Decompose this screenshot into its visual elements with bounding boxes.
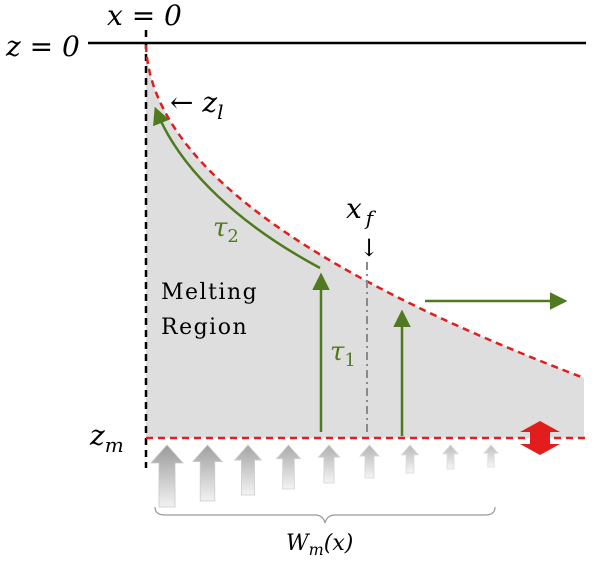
x0-label: x = 0 [107, 0, 182, 32]
xf-arrow: ↓ [359, 234, 379, 262]
melting-region-fill [146, 45, 584, 438]
upper-boundary-curve [144, 44, 585, 380]
upwelling-arrow [482, 444, 500, 468]
upwelling-arrow [400, 444, 420, 474]
upwelling-arrow [233, 444, 263, 496]
upwelling-arrows [150, 444, 500, 508]
region-label-line1: Melting [161, 280, 258, 305]
upwelling-arrow [191, 444, 224, 502]
upwelling-arrow [359, 444, 380, 479]
zl-label: ← zl [170, 86, 224, 124]
wm-label: Wm(x) [286, 531, 353, 559]
upwelling-arrow [275, 444, 302, 490]
zm-label: zm [89, 419, 124, 457]
tau1-label: τ1 [330, 337, 356, 371]
wm-brace [154, 506, 496, 524]
upwelling-arrow [317, 444, 341, 484]
z0-label: z = 0 [5, 30, 80, 63]
region-label-line2: Region [161, 315, 248, 340]
tau2-flow-arrow [153, 106, 321, 270]
upwelling-arrow [150, 444, 184, 508]
tau2-label: τ2 [213, 213, 239, 247]
upwelling-arrow [441, 444, 460, 470]
zm-motion-double-arrow [520, 421, 560, 455]
